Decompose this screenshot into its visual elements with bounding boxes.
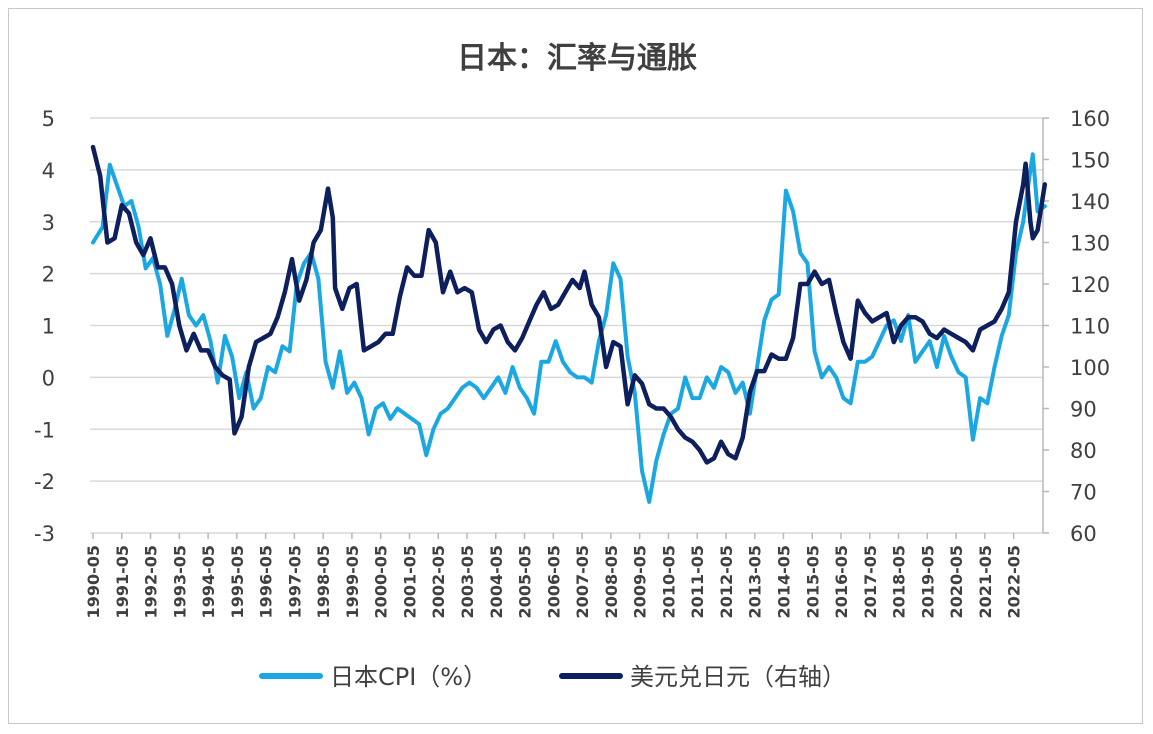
x-tick-label: 2001-05 [400, 545, 419, 618]
y-right-tick-label: 120 [1070, 273, 1110, 297]
y-right-tick-label: 150 [1070, 149, 1110, 173]
x-tick-label: 2015-05 [803, 545, 822, 618]
series-layer [90, 144, 1048, 504]
y-left-tick-label: -2 [34, 470, 55, 494]
x-tick-label: 2005-05 [516, 545, 535, 618]
x-tick-label: 2019-05 [918, 545, 937, 618]
y-right-tick-label: 60 [1070, 522, 1097, 546]
x-tick-label: 2011-05 [688, 545, 707, 618]
x-tick-label: 2022-05 [1005, 545, 1024, 618]
y-left-tick-label: -3 [34, 522, 55, 546]
y-left-tick-label: -1 [34, 418, 55, 442]
y-right-tick-label: 110 [1070, 315, 1110, 339]
x-tick-label: 1990-05 [84, 545, 103, 618]
x-tick-label: 2002-05 [429, 545, 448, 618]
x-tick-label: 2020-05 [947, 545, 966, 618]
y-left-tick-label: 1 [42, 315, 55, 339]
legend: 日本CPI（%） 美元兑日元（右轴） [259, 663, 846, 691]
x-tick-label: 1994-05 [199, 545, 218, 618]
chart-frame [8, 8, 1143, 724]
chart-title: 日本：汇率与通胀 [457, 41, 697, 76]
x-tick-label: 1999-05 [343, 545, 362, 618]
x-tick-label: 1995-05 [228, 545, 247, 618]
x-tick-label: 2018-05 [890, 545, 909, 618]
x-tick-label: 1998-05 [314, 545, 333, 618]
x-tick-label: 1997-05 [285, 545, 304, 618]
x-tick-label: 2013-05 [746, 545, 765, 618]
series-line-usdjpy [90, 144, 1048, 465]
x-tick-label: 2009-05 [631, 545, 650, 618]
x-tick-label: 1993-05 [170, 545, 189, 618]
x-tick-label: 2004-05 [487, 545, 506, 618]
x-tick-label: 2016-05 [832, 545, 851, 618]
axis-layer: -3 -2 -1 0 1 2 3 4 5 60 70 80 90 100 110 120 130 140 150 16… [34, 107, 1110, 618]
x-tick-label: 2000-05 [372, 545, 391, 618]
x-tick-label: 2006-05 [544, 545, 563, 618]
x-tick-label: 2007-05 [573, 545, 592, 618]
y-left-tick-label: 2 [42, 263, 55, 287]
y-right-tick-label: 130 [1070, 232, 1110, 256]
y-right-tick-label: 80 [1070, 439, 1097, 463]
x-tick-label: 2014-05 [774, 545, 793, 618]
x-tick-label: 1991-05 [113, 545, 132, 618]
y-left-tick-label: 4 [42, 159, 55, 183]
x-tick-label: 2008-05 [602, 545, 621, 618]
y-left-tick-label: 5 [42, 107, 55, 131]
legend-label-cpi: 日本CPI（%） [330, 663, 487, 691]
series-line-cpi [91, 152, 1047, 504]
x-tick-label: 2012-05 [717, 545, 736, 618]
y-left-tick-label: 0 [42, 366, 55, 390]
x-tick-label: 1996-05 [257, 545, 276, 618]
x-tick-label: 2017-05 [861, 545, 880, 618]
y-right-tick-label: 160 [1070, 107, 1110, 131]
y-left-tick-label: 3 [42, 211, 55, 235]
y-right-tick-label: 90 [1070, 398, 1097, 422]
y-right-tick-label: 70 [1070, 481, 1097, 505]
x-tick-label: 2021-05 [976, 545, 995, 618]
legend-label-usdjpy: 美元兑日元（右轴） [630, 663, 846, 691]
x-tick-label: 2010-05 [659, 545, 678, 618]
y-right-tick-label: 140 [1070, 190, 1110, 214]
y-right-tick-label: 100 [1070, 356, 1110, 380]
x-tick-label: 2003-05 [458, 545, 477, 618]
x-tick-label: 1992-05 [142, 545, 161, 618]
